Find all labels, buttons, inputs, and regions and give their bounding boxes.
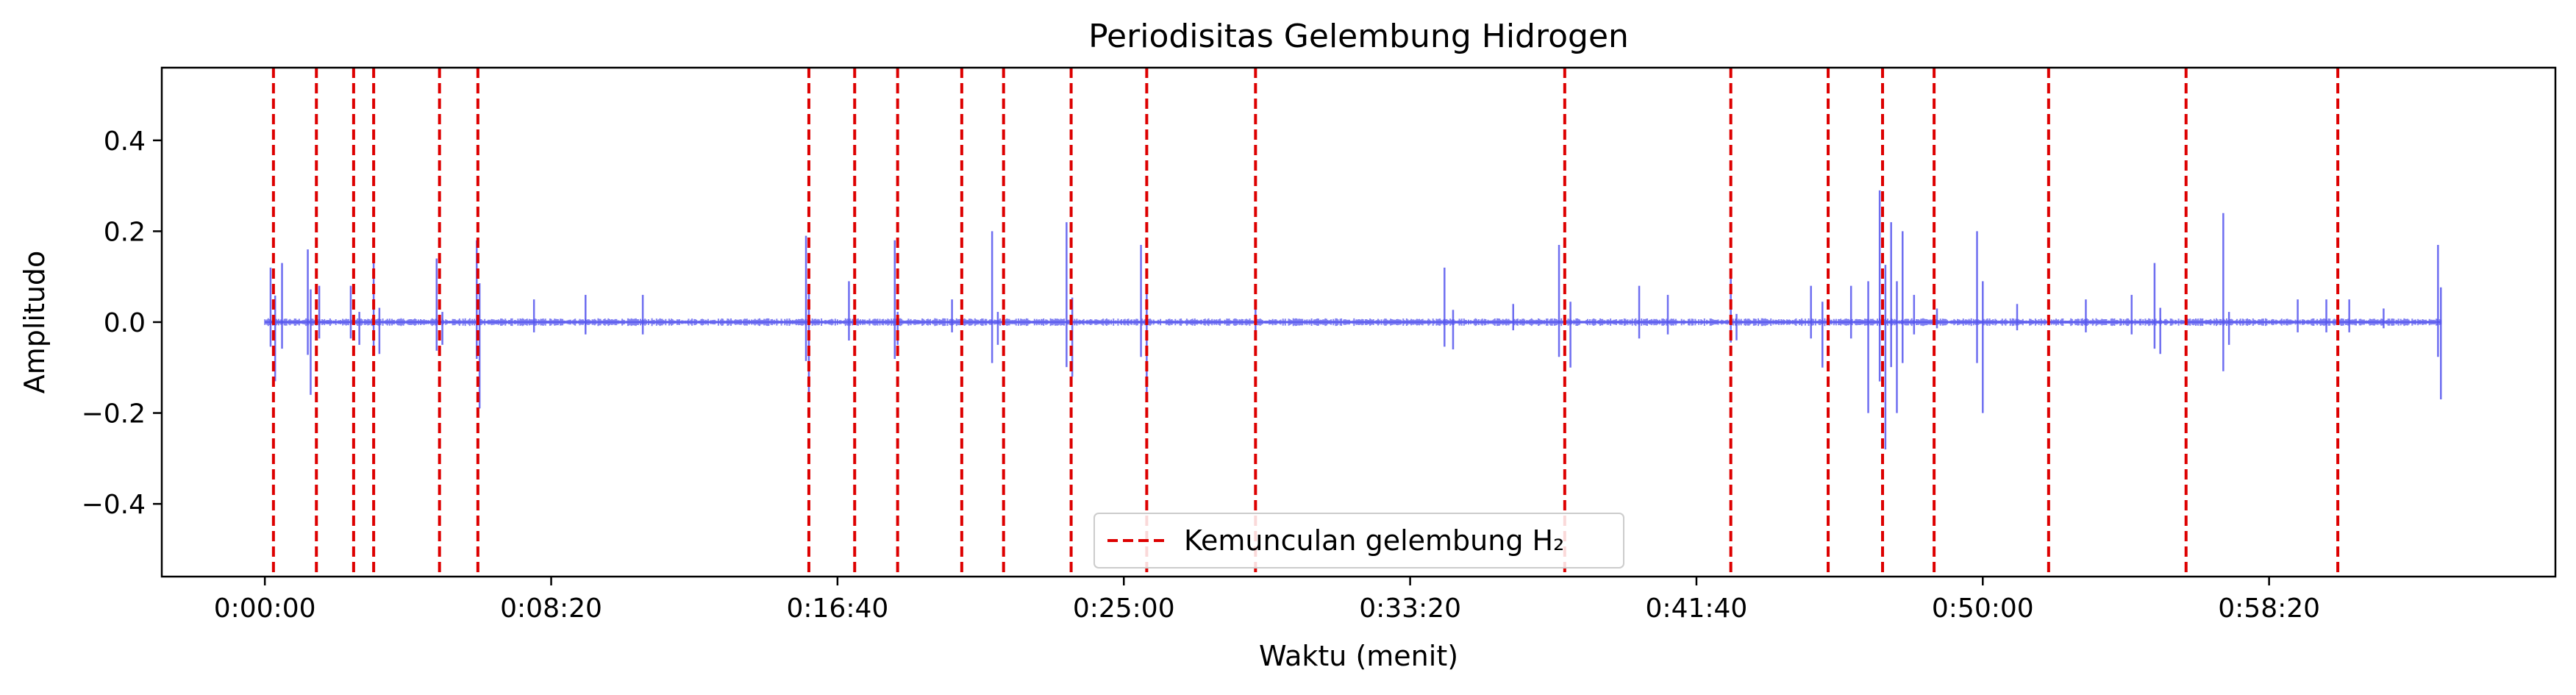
y-tick-label: −0.4	[82, 490, 146, 520]
x-tick-label: 0:25:00	[1073, 594, 1175, 624]
y-tick-label: −0.2	[82, 399, 146, 430]
x-tick-label: 0:08:20	[500, 594, 602, 624]
legend: Kemunculan gelembung H₂	[1093, 513, 1624, 569]
y-tick-label: 0.0	[104, 308, 146, 338]
x-axis-title: Waktu (menit)	[1259, 640, 1458, 672]
y-axis: −0.4 −0.2 0.0 0.2 0.4	[82, 126, 162, 520]
y-axis-title: Amplitudo	[18, 251, 51, 394]
y-tick-label: 0.2	[104, 217, 146, 247]
bubble-marker-series	[271, 68, 2340, 577]
chart-title: Periodisitas Gelembung Hidrogen	[1088, 18, 1629, 55]
legend-label: Kemunculan gelembung H₂	[1184, 524, 1564, 557]
y-tick-label: 0.4	[104, 126, 146, 157]
x-tick-label: 0:00:00	[214, 594, 316, 624]
x-tick-label: 0:58:20	[2218, 594, 2320, 624]
x-tick-label: 0:50:00	[1932, 594, 2034, 624]
x-axis: 0:00:00 0:08:20 0:16:40 0:25:00 0:33:20 0:41:…	[214, 577, 2320, 624]
x-tick-label: 0:41:40	[1646, 594, 1748, 624]
legend-box	[1093, 513, 1624, 569]
plot-area	[264, 68, 2442, 577]
x-tick-label: 0:16:40	[786, 594, 888, 624]
x-tick-label: 0:33:20	[1359, 594, 1461, 624]
